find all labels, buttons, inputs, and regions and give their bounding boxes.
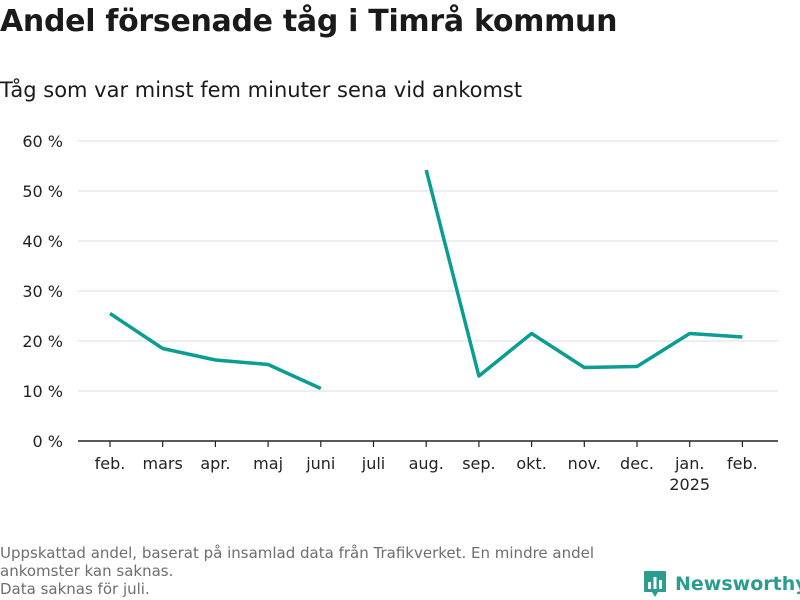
x-tick-label: maj xyxy=(253,454,283,473)
brand-logo: Newsworthy xyxy=(643,568,800,600)
x-tick-label: juni xyxy=(305,454,335,473)
footnote-line-2: ankomster kan saknas. xyxy=(0,562,174,580)
x-tick-label: feb. xyxy=(95,454,126,473)
series-line xyxy=(109,312,322,391)
x-tick-label: nov. xyxy=(568,454,601,473)
x-tick-label: apr. xyxy=(200,454,230,473)
x-tick-sublabel: 2025 xyxy=(669,475,710,494)
y-tick-label: 40 % xyxy=(22,232,63,251)
x-tick-label: mars xyxy=(143,454,183,473)
series-line xyxy=(424,169,743,378)
chart-title: Andel försenade tåg i Timrå kommun xyxy=(0,4,618,39)
line-chart: 0 % 10 % 20 % 30 % 40 % 50 % 60 % feb. mars apr. m… xyxy=(22,132,778,494)
footnote-line-1: Uppskattad andel, baserat på insamlad da… xyxy=(0,544,595,562)
x-tick-label: jan. xyxy=(674,454,704,473)
y-tick-label: 50 % xyxy=(22,182,63,201)
y-tick-label: 60 % xyxy=(22,132,63,151)
y-tick-label: 20 % xyxy=(22,332,63,351)
footnote: Uppskattad andel, baserat på insamlad da… xyxy=(0,544,640,598)
x-tick-label: feb. xyxy=(727,454,758,473)
x-tick-label: aug. xyxy=(409,454,444,473)
y-tick-label: 0 % xyxy=(33,432,63,451)
x-tick-label: sep. xyxy=(462,454,495,473)
chart-subtitle: Tåg som var minst fem minuter sena vid a… xyxy=(0,78,523,102)
footnote-line-3: Data saknas för juli. xyxy=(0,580,150,598)
brand-name: Newsworthy xyxy=(675,573,800,595)
newsworthy-logo-icon xyxy=(644,571,666,597)
x-tick-label: juli xyxy=(361,454,385,473)
x-tick-label: dec. xyxy=(620,454,654,473)
y-tick-label: 10 % xyxy=(22,382,63,401)
x-tick-label: okt. xyxy=(516,454,546,473)
y-tick-label: 30 % xyxy=(22,282,63,301)
